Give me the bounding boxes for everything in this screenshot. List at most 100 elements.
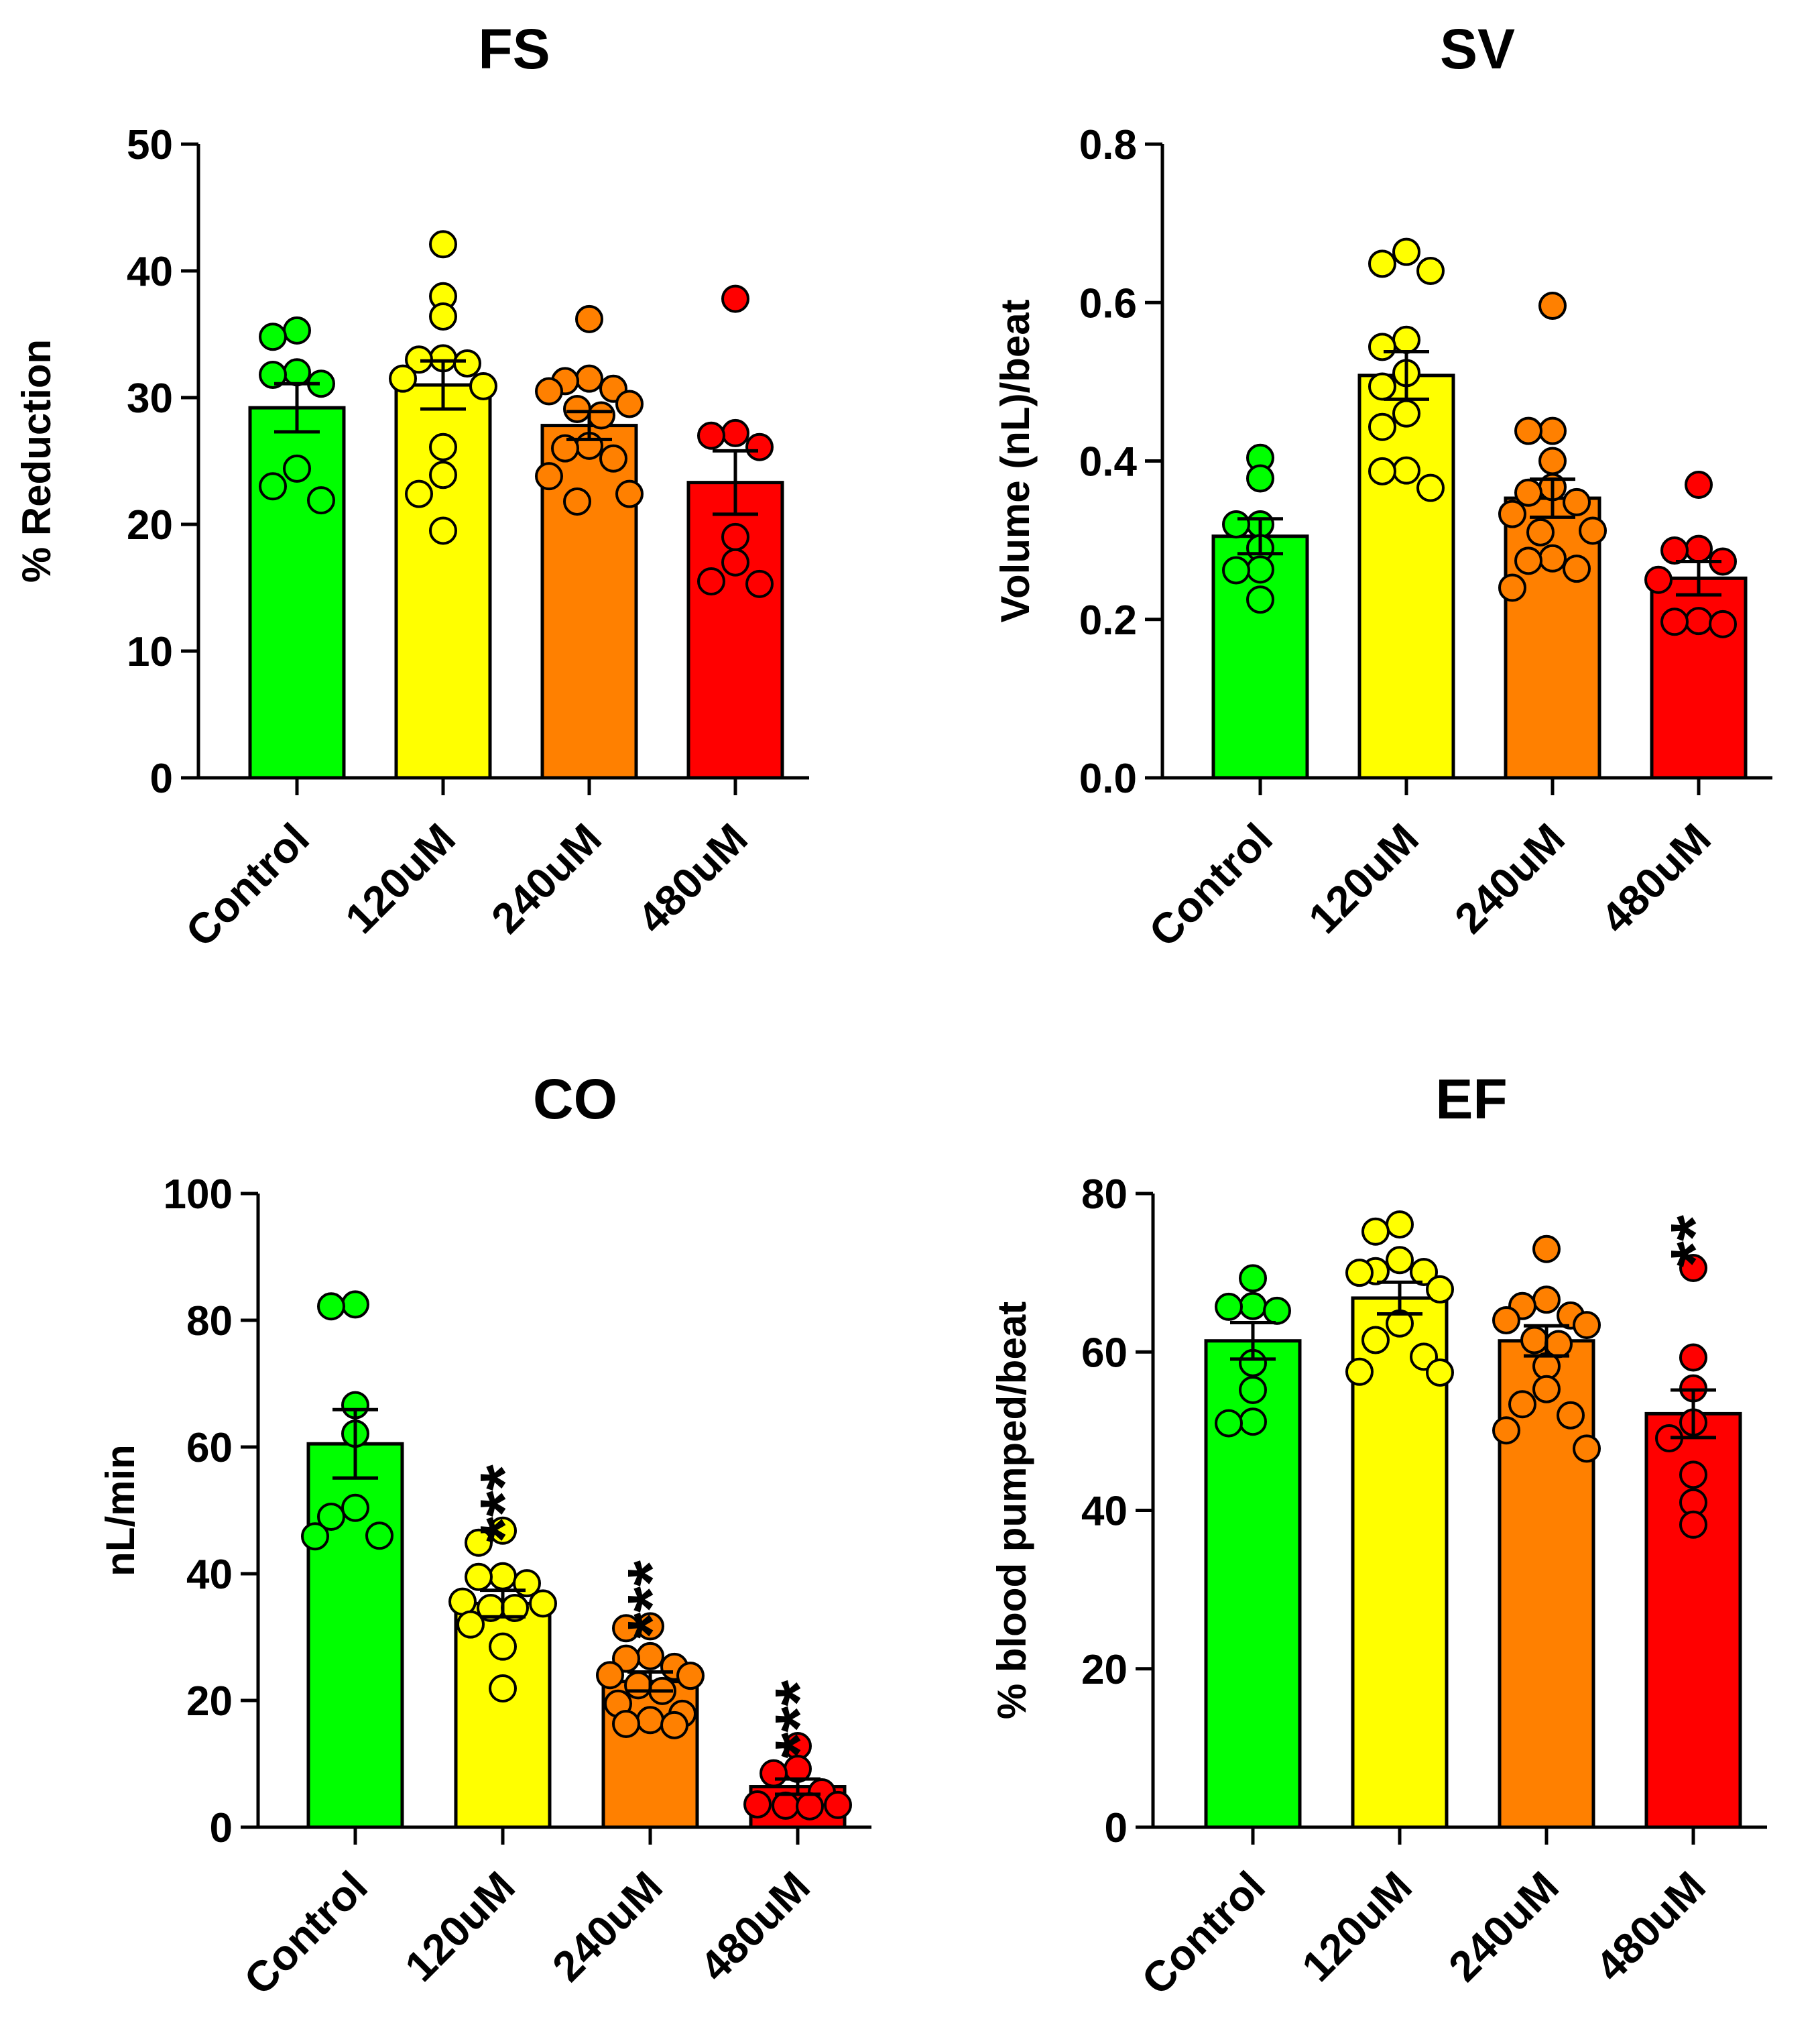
data-point	[1361, 1326, 1390, 1354]
data-point	[636, 1706, 664, 1735]
data-point	[1368, 333, 1396, 361]
data-point	[1492, 1416, 1520, 1445]
bar-480um	[686, 481, 784, 780]
data-point	[1368, 372, 1396, 401]
significance-label: ***	[614, 1560, 689, 1639]
data-point	[529, 1589, 557, 1618]
data-point	[1532, 1285, 1561, 1314]
x-tick-label: 240uM	[482, 814, 611, 943]
data-point	[1426, 1358, 1454, 1387]
y-tick-label: 80	[1081, 1171, 1128, 1218]
data-point	[469, 371, 497, 400]
data-point	[551, 434, 579, 463]
data-point	[1498, 573, 1526, 602]
y-tick-label: 60	[1081, 1330, 1128, 1376]
data-point	[1685, 607, 1713, 636]
data-point	[612, 1614, 640, 1643]
data-point	[1532, 1234, 1561, 1263]
data-point	[259, 360, 287, 389]
data-point	[1644, 565, 1673, 594]
data-point	[1538, 416, 1567, 445]
data-point	[1239, 1264, 1267, 1293]
y-axis-label: % Reduction	[14, 339, 59, 583]
x-tick-label: 120uM	[1292, 1862, 1421, 1991]
chart-fs: FS % Reduction 0 10 20 30 40 50 Control 120uM 240u…	[14, 17, 809, 956]
y-tick-label: 0.2	[1079, 597, 1137, 644]
data-point	[615, 390, 644, 418]
data-point	[1514, 416, 1542, 445]
data-point	[612, 1709, 640, 1738]
data-point	[1538, 544, 1567, 573]
data-point	[1538, 447, 1567, 475]
data-point	[743, 1790, 772, 1818]
data-point	[1563, 487, 1591, 516]
data-point	[1498, 500, 1526, 528]
data-point	[1392, 456, 1420, 485]
y-tick-label: 40	[186, 1552, 233, 1598]
data-point	[1520, 1326, 1549, 1354]
data-point	[283, 358, 311, 387]
data-point	[1215, 1292, 1243, 1321]
chart-sv: SV Volume (nL)/beat 0.0 0.2 0.4 0.6 0.8 Control…	[993, 17, 1772, 956]
data-point	[796, 1792, 824, 1820]
y-tick-label: 0	[210, 1805, 233, 1851]
chart-title: SV	[1440, 17, 1515, 80]
data-point	[1239, 1407, 1267, 1436]
data-point	[1246, 585, 1274, 614]
data-point	[1263, 1296, 1291, 1325]
chart-title: CO	[533, 1067, 617, 1131]
data-point	[1679, 1254, 1707, 1283]
chart-co: CO nL/min *** *** *** 0 20 40 60 80 100 Control 120u…	[98, 1067, 871, 2004]
data-point	[465, 1562, 493, 1591]
data-point	[1386, 1210, 1414, 1239]
data-point	[1532, 1375, 1561, 1403]
data-point	[1679, 1510, 1707, 1539]
data-point	[1222, 556, 1250, 585]
data-point	[1563, 555, 1591, 583]
data-point	[429, 516, 457, 545]
y-tick-label: 0	[150, 756, 173, 802]
data-point	[1368, 457, 1396, 485]
y-tick-label: 20	[127, 502, 173, 548]
data-point	[489, 1562, 517, 1590]
data-point	[1685, 534, 1713, 563]
y-tick-label: 40	[127, 249, 173, 295]
data-point	[307, 486, 335, 515]
data-point	[676, 1662, 705, 1690]
x-tick-label: 480uM	[1591, 814, 1720, 943]
x-tick-label: Control	[1132, 1862, 1274, 2004]
data-point	[1345, 1357, 1374, 1386]
y-tick-label: 10	[127, 629, 173, 675]
x-tick-label: 120uM	[396, 1862, 524, 1991]
data-point	[317, 1502, 345, 1531]
x-tick-label: 120uM	[1299, 814, 1428, 943]
data-point	[465, 1528, 493, 1557]
data-point	[1492, 1306, 1520, 1334]
data-point	[317, 1292, 345, 1321]
data-point	[1246, 464, 1274, 493]
y-tick-label: 30	[127, 375, 173, 422]
x-tick-label: 480uM	[628, 814, 757, 943]
data-point	[365, 1521, 393, 1550]
data-point	[599, 444, 627, 473]
y-tick-label: 0.4	[1079, 439, 1138, 485]
data-point	[341, 1290, 369, 1319]
data-point	[489, 1632, 517, 1661]
data-point	[301, 1522, 329, 1551]
data-point	[1345, 1259, 1374, 1287]
data-point	[429, 302, 457, 331]
data-point	[429, 230, 457, 259]
data-point	[429, 461, 457, 489]
data-point	[457, 1610, 485, 1639]
data-point	[1579, 516, 1607, 545]
data-point	[563, 395, 591, 424]
x-tick-label: 480uM	[690, 1862, 819, 1991]
data-point	[1685, 470, 1713, 499]
chart-title: EF	[1435, 1067, 1507, 1131]
data-point	[1392, 399, 1420, 428]
data-point	[1392, 325, 1420, 354]
data-point	[772, 1791, 800, 1820]
data-point	[1538, 291, 1567, 320]
data-point	[389, 364, 417, 393]
